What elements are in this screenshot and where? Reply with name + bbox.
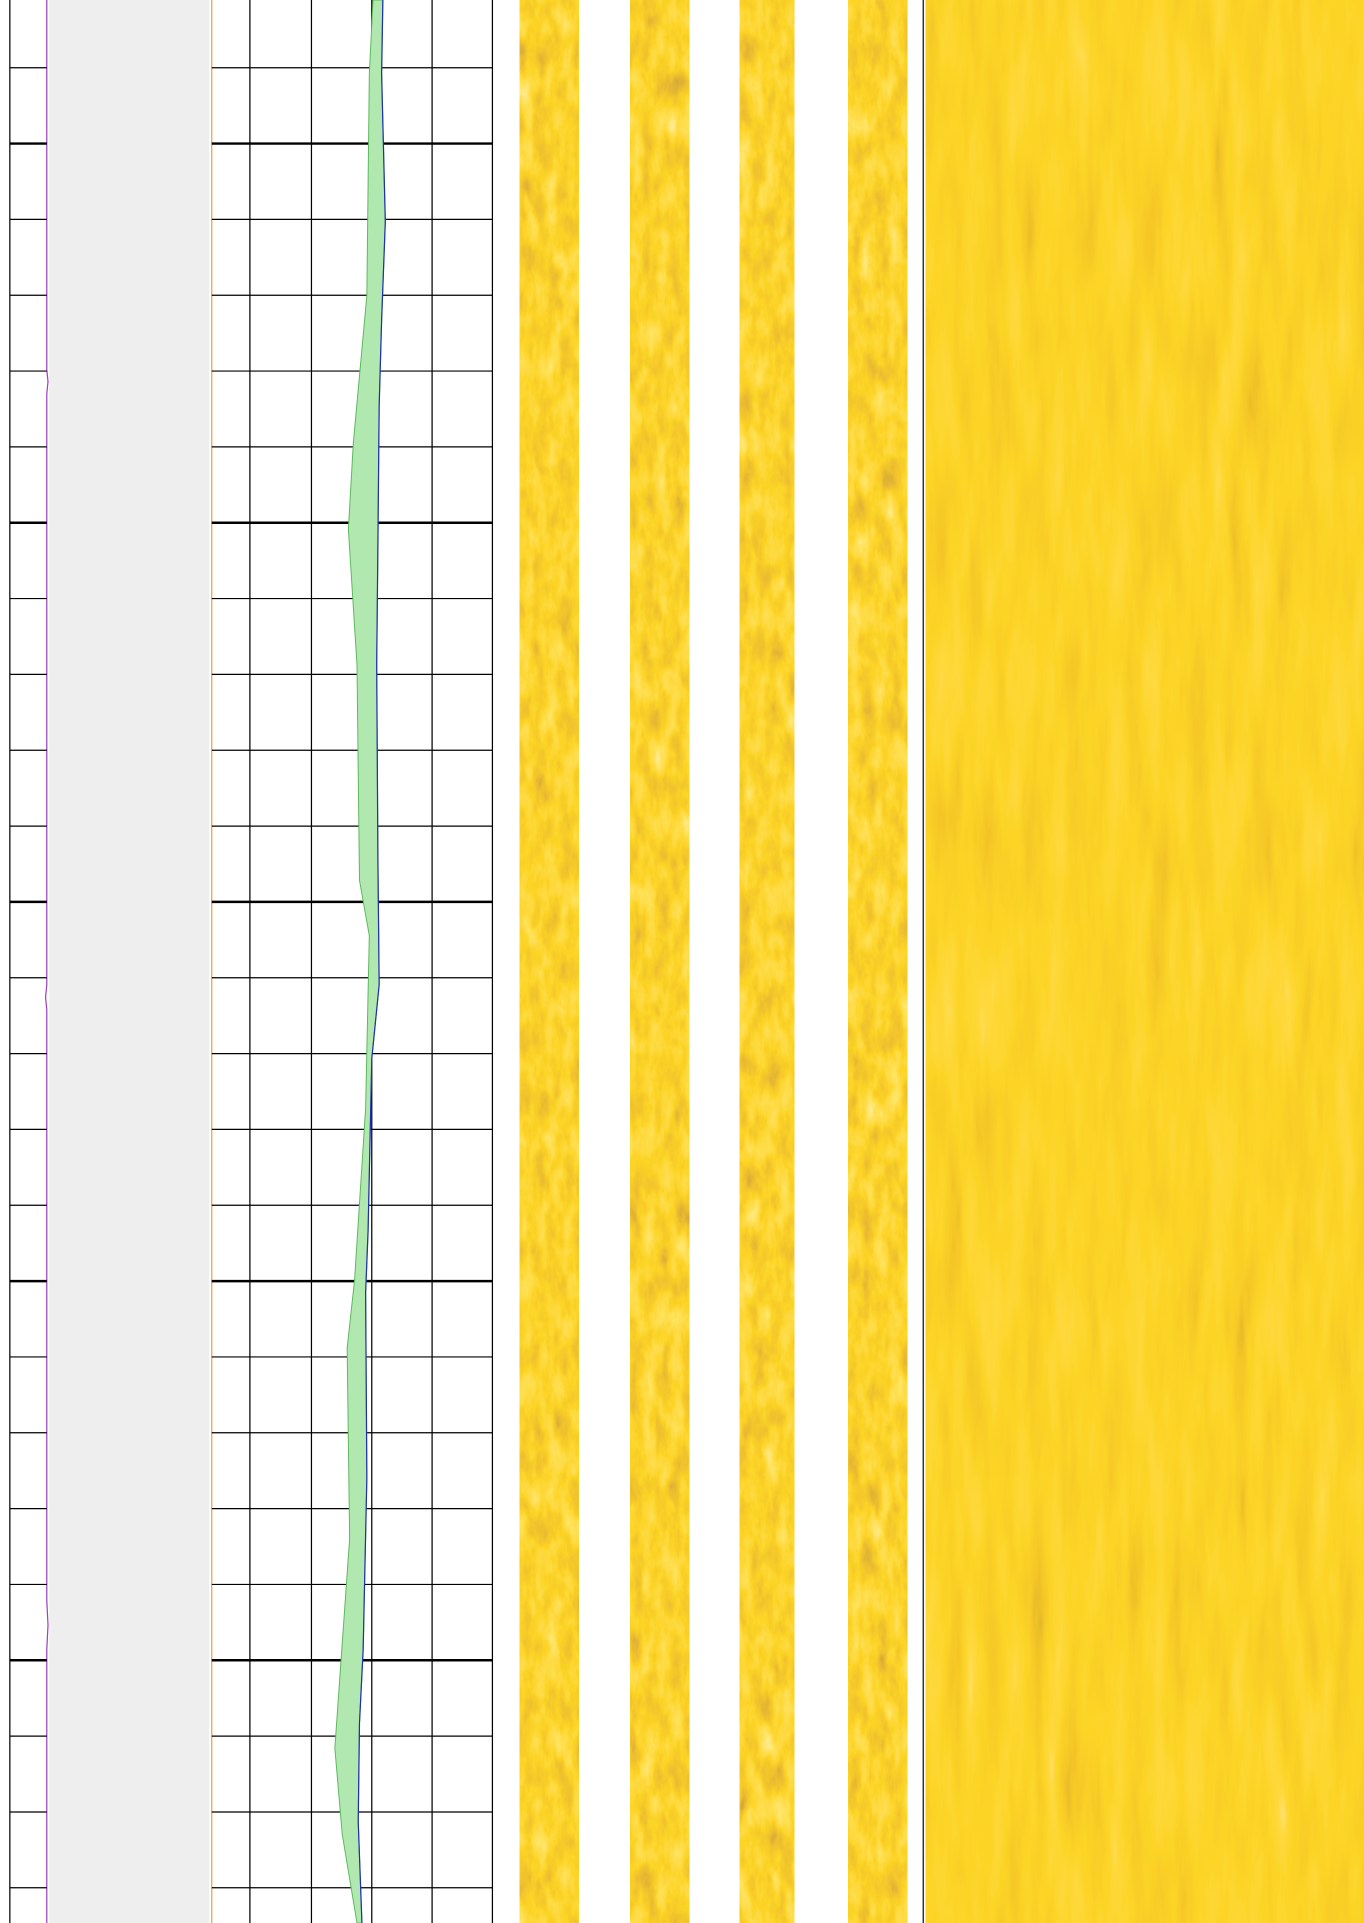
shaded-track xyxy=(49,0,210,1923)
image-strip xyxy=(848,0,908,1923)
image-strip xyxy=(739,0,795,1923)
purple-curve xyxy=(44,0,49,1923)
green-fill xyxy=(334,0,386,1923)
image-strip xyxy=(519,0,579,1923)
blue-curve xyxy=(357,0,386,1923)
image-panel xyxy=(925,0,1364,1923)
image-strip xyxy=(630,0,690,1923)
